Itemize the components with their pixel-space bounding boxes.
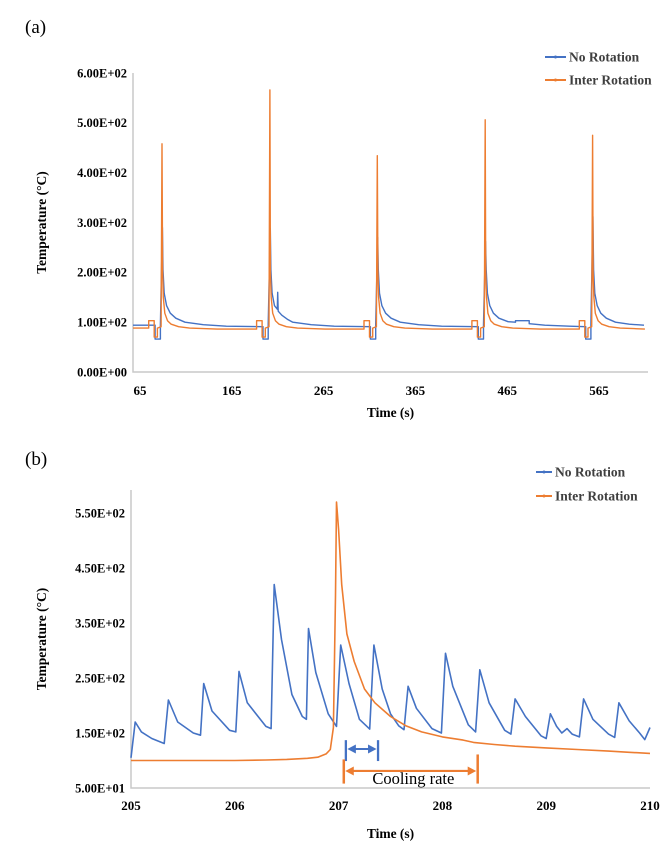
x-tick-label: 208 <box>433 798 453 813</box>
y-tick-label: 5.50E+02 <box>75 506 125 520</box>
legend-label: Inter Rotation <box>569 73 652 88</box>
y-tick-label: 4.50E+02 <box>75 561 125 575</box>
panel-label-a: (a) <box>25 17 46 38</box>
y-tick-label: 1.50E+02 <box>75 726 125 740</box>
y-tick-label: 2.00E+02 <box>77 266 127 280</box>
legend-marker-dot <box>554 78 557 82</box>
chart-a: (a) 0.00E+00 1.00E+02 2.00E+02 3.00E+02 4.00E… <box>25 17 652 420</box>
chart-b: (b) 5.00E+01 1.50E+02 2.50E+02 3.50E+02 4.50E… <box>25 449 660 841</box>
series-line-inter-rotation <box>133 89 645 338</box>
y-tick-label: 3.00E+02 <box>77 216 127 230</box>
x-tick-label: 205 <box>121 798 141 813</box>
y-tick-label: 3.50E+02 <box>75 616 125 630</box>
x-axis-title: Time (s) <box>367 405 414 420</box>
legend-item-no-rotation: No Rotation <box>545 50 640 65</box>
series-line-no-rotation <box>133 215 645 340</box>
axis-lines <box>130 490 650 789</box>
series-line-no-rotation <box>130 583 651 758</box>
annotation-label: Cooling rate <box>372 769 454 788</box>
heating-span-arrow <box>344 740 380 762</box>
y-axis-title: Temperature (°C) <box>34 171 49 274</box>
arrow-head-right <box>368 744 377 754</box>
y-tick-label: 1.00E+02 <box>77 316 127 330</box>
legend-item-no-rotation: No Rotation <box>536 465 626 480</box>
y-axis-title: Temperature (°C) <box>34 588 49 691</box>
x-tick-label: 65 <box>134 383 148 398</box>
y-tick-label: 5.00E+02 <box>77 116 127 130</box>
y-tick-label: 5.00E+01 <box>75 781 125 795</box>
legend-item-inter-rotation: Inter Rotation <box>536 489 638 504</box>
series-line-inter-rotation <box>131 501 651 762</box>
x-tick-label: 465 <box>497 383 517 398</box>
panel-label-b: (b) <box>25 449 47 470</box>
cooling-rate-arrow: Cooling rate <box>342 754 479 788</box>
y-tick-label: 2.50E+02 <box>75 671 125 685</box>
legend-label: No Rotation <box>569 50 640 65</box>
legend-label: No Rotation <box>555 465 626 480</box>
legend-label: Inter Rotation <box>555 489 638 504</box>
x-tick-label: 565 <box>589 383 609 398</box>
y-tick-label: 4.00E+02 <box>77 166 127 180</box>
legend-item-inter-rotation: Inter Rotation <box>545 73 652 88</box>
x-tick-label: 265 <box>314 383 334 398</box>
x-axis-title: Time (s) <box>367 826 414 841</box>
legend-marker-dot <box>542 494 546 498</box>
x-tick-label: 210 <box>640 798 660 813</box>
arrow-head-right <box>467 766 477 776</box>
y-tick-label: 6.00E+02 <box>77 66 127 80</box>
x-tick-label: 165 <box>222 383 242 398</box>
legend-marker-dot <box>542 470 546 474</box>
legend-marker-dot <box>554 55 557 59</box>
arrow-head-left <box>347 744 356 754</box>
axis-lines <box>132 73 648 373</box>
x-tick-label: 207 <box>329 798 349 813</box>
x-tick-label: 365 <box>406 383 426 398</box>
x-tick-label: 206 <box>225 798 245 813</box>
arrow-head-left <box>345 766 354 776</box>
y-tick-label: 0.00E+00 <box>77 365 127 379</box>
x-tick-label: 209 <box>536 798 556 813</box>
